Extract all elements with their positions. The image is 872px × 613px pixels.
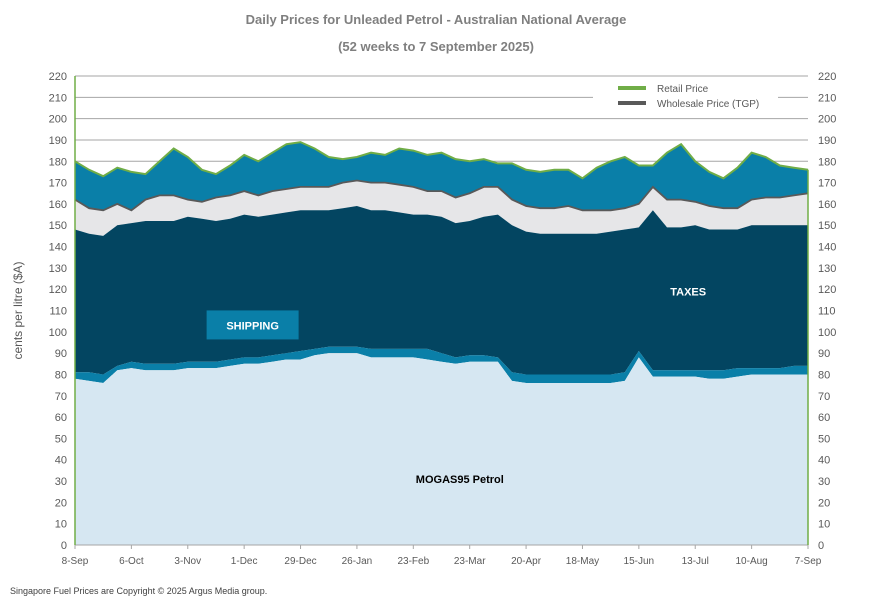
- y-tick-label-right: 190: [818, 135, 836, 147]
- y-tick-label-right: 50: [818, 433, 830, 445]
- legend-label: Wholesale Price (TGP): [657, 99, 759, 110]
- y-tick-label-left: 60: [55, 412, 67, 424]
- y-tick-label-right: 220: [818, 71, 836, 83]
- y-tick-label-right: 120: [818, 284, 836, 296]
- x-tick-label: 10-Aug: [735, 556, 767, 567]
- x-tick-label: 26-Jan: [342, 556, 373, 567]
- y-tick-label-left: 120: [49, 284, 67, 296]
- y-tick-label-left: 190: [49, 135, 67, 147]
- mogas95-petrol-label: MOGAS95 Petrol: [416, 474, 504, 486]
- x-tick-label: 29-Dec: [284, 556, 316, 567]
- chart-subtitle: (52 weeks to 7 September 2025): [338, 39, 534, 54]
- chart-title: Daily Prices for Unleaded Petrol - Austr…: [245, 12, 627, 27]
- taxes-label: TAXES: [670, 286, 706, 298]
- y-tick-label-right: 150: [818, 220, 836, 232]
- shipping-label-box: [206, 310, 299, 340]
- y-axis-title: cents per litre ($A): [11, 261, 25, 359]
- y-tick-label-right: 20: [818, 497, 830, 509]
- mogas-area: [75, 353, 808, 545]
- legend-label: Retail Price: [657, 84, 709, 95]
- x-tick-label: 15-Jun: [624, 556, 655, 567]
- y-tick-label-left: 20: [55, 497, 67, 509]
- y-tick-label-right: 210: [818, 92, 836, 104]
- x-tick-label: 7-Sep: [795, 556, 822, 567]
- y-tick-label-left: 160: [49, 199, 67, 211]
- y-tick-label-right: 90: [818, 348, 830, 360]
- y-tick-label-right: 70: [818, 391, 830, 403]
- y-tick-label-right: 40: [818, 455, 830, 467]
- x-tick-label: 3-Nov: [174, 556, 201, 567]
- y-tick-label-left: 130: [49, 263, 67, 275]
- retail-price-line: [74, 141, 809, 180]
- y-tick-label-left: 30: [55, 476, 67, 488]
- y-tick-label-right: 30: [818, 476, 830, 488]
- x-tick-label: 18-May: [566, 556, 599, 567]
- copyright-footer: Singapore Fuel Prices are Copyright © 20…: [10, 586, 268, 596]
- y-tick-label-right: 200: [818, 114, 836, 126]
- y-tick-label-right: 100: [818, 327, 836, 339]
- wholesale-price-line: [74, 179, 809, 212]
- y-tick-label-right: 0: [818, 540, 824, 552]
- y-tick-label-right: 10: [818, 519, 830, 531]
- shipping-label: SHIPPING: [226, 320, 279, 332]
- y-tick-label-left: 110: [49, 306, 67, 318]
- retail-margin-area: [75, 142, 808, 211]
- legend-box: [593, 77, 778, 115]
- x-tick-label: 1-Dec: [231, 556, 258, 567]
- y-tick-label-left: 80: [55, 369, 67, 381]
- y-tick-label-left: 170: [49, 178, 67, 190]
- y-tick-label-left: 180: [49, 156, 67, 168]
- y-tick-label-right: 160: [818, 199, 836, 211]
- y-tick-label-right: 170: [818, 178, 836, 190]
- y-tick-label-left: 50: [55, 433, 67, 445]
- shipping-area: [75, 346, 808, 383]
- y-tick-label-right: 140: [818, 242, 836, 254]
- y-tick-label-right: 110: [818, 306, 836, 318]
- y-tick-label-left: 210: [49, 92, 67, 104]
- y-tick-label-left: 10: [55, 519, 67, 531]
- y-tick-label-left: 40: [55, 455, 67, 467]
- x-tick-label: 20-Apr: [511, 556, 542, 567]
- tgp-margin-area: [75, 180, 808, 236]
- x-tick-label: 6-Oct: [119, 556, 144, 567]
- y-tick-label-left: 200: [49, 114, 67, 126]
- x-tick-label: 8-Sep: [62, 556, 89, 567]
- y-tick-label-right: 60: [818, 412, 830, 424]
- y-tick-label-left: 90: [55, 348, 67, 360]
- y-tick-label-left: 70: [55, 391, 67, 403]
- y-tick-label-left: 140: [49, 242, 67, 254]
- y-tick-label-left: 0: [61, 540, 67, 552]
- x-tick-label: 23-Feb: [397, 556, 429, 567]
- y-tick-label-left: 220: [49, 71, 67, 83]
- y-tick-label-left: 100: [49, 327, 67, 339]
- y-tick-label-right: 180: [818, 156, 836, 168]
- y-tick-label-right: 80: [818, 369, 830, 381]
- y-tick-label-left: 150: [49, 220, 67, 232]
- y-tick-label-right: 130: [818, 263, 836, 275]
- legend: Retail Price Wholesale Price (TGP): [593, 77, 778, 115]
- x-tick-label: 23-Mar: [454, 556, 486, 567]
- x-tick-label: 13-Jul: [682, 556, 709, 567]
